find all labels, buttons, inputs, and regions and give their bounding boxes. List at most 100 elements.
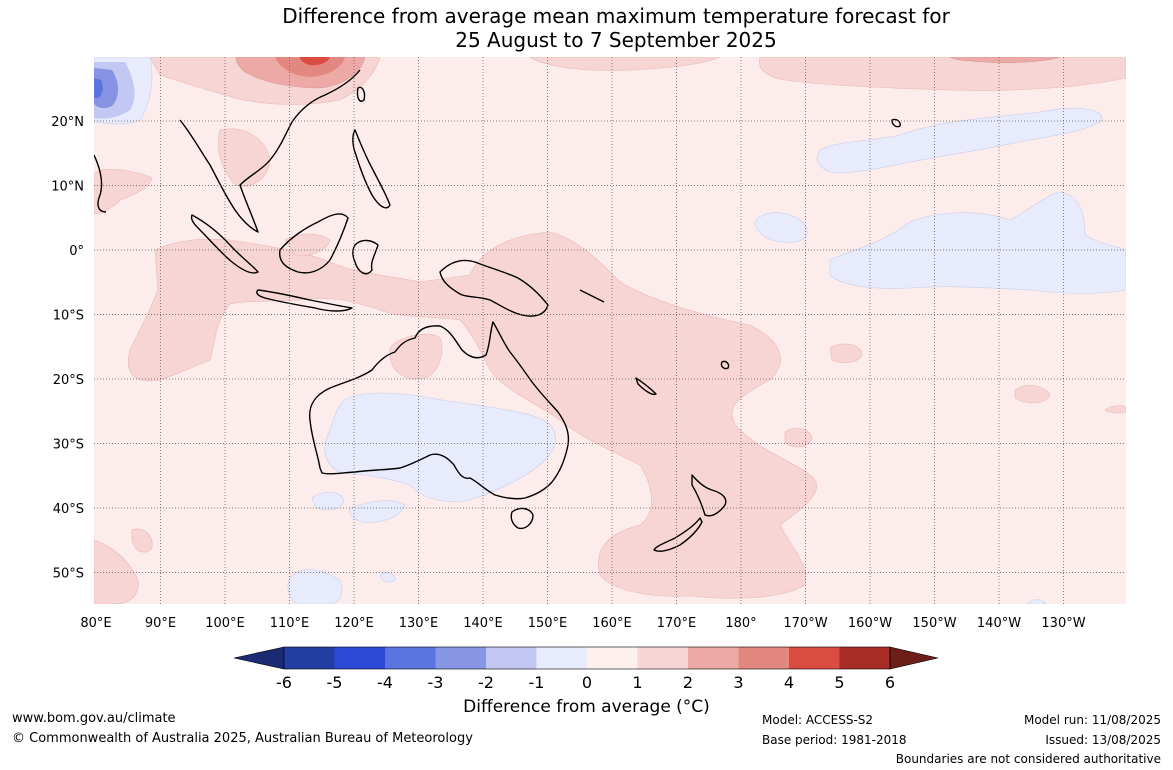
longitude-tick-label: 160°W [848,616,892,631]
latitude-tick-label: 20°S [53,373,84,388]
anomaly-region-hottest [300,57,330,66]
coastline-new-guinea [439,259,549,317]
coastline-tasmania [510,507,534,530]
coastline-borneo [279,213,349,274]
anomaly-region-warm [128,231,817,599]
anomaly-region-warmer [949,57,1061,64]
colorbar-segment [284,647,335,669]
map-title-line2: 25 August to 7 September 2025 [455,28,777,52]
longitude-tick-label: 140°W [977,616,1021,631]
colorbar: -6 -5 -4 -3 -2 -1 0 1 2 3 4 5 6 [233,646,939,692]
longitude-tick-label: 120°E [334,616,374,631]
map-title: Difference from average mean maximum tem… [0,4,1173,52]
longitude-tick-label: 160°E [592,616,632,631]
longitude-tick-label: 90°E [145,616,176,631]
anomaly-region-cool [324,392,556,502]
colorbar-under-arrow [233,646,285,670]
coastline-taiwan [356,86,366,102]
model-run: Model run: 11/08/2025 [1023,713,1161,727]
coastline-sumatra [190,214,259,274]
latitude-tick-label: 50°S [53,567,84,582]
colorbar-tick-label: -4 [377,673,393,692]
disclaimer: Boundaries are not considered authoritat… [895,752,1161,766]
coastline-indochina [179,69,361,233]
longitude-tick-label: 100°E [205,616,245,631]
coastline-australia [308,321,570,500]
coastline-hawaii [891,118,901,128]
colorbar-over-arrow [889,646,939,670]
latitude-tick-label: 10°N [51,180,84,195]
anomaly-region-warm [829,343,863,363]
colorbar-segment [486,647,537,669]
latitude-tick-label: 0° [69,244,84,259]
colorbar-frame [283,646,891,670]
coastline-new-zealand-south [653,517,703,552]
latitude-tick-label: 30°S [53,438,84,453]
longitude-tick-label: 150°E [528,616,568,631]
colorbar-tick-label: 6 [885,673,895,692]
anomaly-region-warm [759,57,1126,91]
anomaly-region-cool [829,191,1126,294]
coastline-solomon-islands [579,289,605,303]
colorbar-segment [738,647,789,669]
anomaly-region-cool [816,107,1103,173]
anomaly-region-cool [1027,599,1047,604]
longitude-tick-label: 80°E [80,616,111,631]
base-period: Base period: 1981-2018 [762,733,907,747]
anomaly-region-cool [287,569,343,604]
anomaly-regions [94,57,1126,604]
longitude-tick-label: 170°E [657,616,697,631]
colorbar-segment [839,647,890,669]
latitude-labels: 20°N 10°N 0° 10°S 20°S 30°S 40°S 50°S [51,115,84,582]
anomaly-region-warm [784,427,813,448]
latitude-tick-label: 20°N [51,115,84,130]
colorbar-tick-label: -5 [327,673,343,692]
issued-date: Issued: 13/08/2025 [1045,733,1161,747]
copyright: © Commonwealth of Australia 2025, Austra… [12,731,473,746]
colorbar-segment [385,647,436,669]
colorbar-tick-label: -6 [276,673,292,692]
anomaly-region-hot [275,57,345,77]
colorbar-segment [637,647,688,669]
colorbar-tick-label: 5 [834,673,844,692]
gridlines [94,57,1126,604]
longitude-tick-label: 130°W [1041,616,1085,631]
colorbar-segment [536,647,587,669]
colorbar-segment [789,647,840,669]
longitude-tick-label: 110°E [270,616,310,631]
coastline-new-caledonia [635,377,657,396]
coastline-philippines [352,129,391,209]
longitude-tick-label: 180° [725,616,756,631]
anomaly-region-cool [311,491,345,511]
colorbar-tick-label: -2 [478,673,494,692]
colorbar-title: Difference from average (°C) [463,697,710,717]
colorbar-segment [688,647,739,669]
coastline-sulawesi [352,239,379,275]
anomaly-region-warm [94,539,139,604]
colorbar-tick-label: -1 [529,673,545,692]
anomaly-region-cool [349,500,406,523]
colorbar-segment [435,647,486,669]
anomaly-region-coldest [94,78,103,98]
longitude-tick-label: 130°E [399,616,439,631]
anomaly-region-warm [284,233,331,256]
longitude-tick-label: 170°W [783,616,827,631]
colorbar-tick-label: 1 [632,673,642,692]
colorbar-tick-label: -3 [428,673,444,692]
forecast-map: 80°E 90°E 100°E 110°E 120°E 130°E 140°E 150°E 16… [51,57,1126,692]
anomaly-region-warm [529,57,721,71]
anomaly-region-warm [94,169,153,215]
anomaly-region-warm [1104,405,1126,414]
coastline-new-zealand-north [691,474,727,517]
anomaly-region-warm [131,528,153,553]
coastline-java [256,289,353,312]
anomaly-region-cool [754,212,808,243]
website-link[interactable]: www.bom.gov.au/climate [12,711,176,726]
longitude-labels: 80°E 90°E 100°E 110°E 120°E 130°E 140°E 150°E 16… [80,616,1085,631]
coastlines [94,69,901,552]
colorbar-segment [587,647,638,669]
colorbar-segment [334,647,385,669]
colorbar-tick-label: 0 [582,673,592,692]
latitude-tick-label: 40°S [53,502,84,517]
model-name: Model: ACCESS-S2 [762,713,874,727]
